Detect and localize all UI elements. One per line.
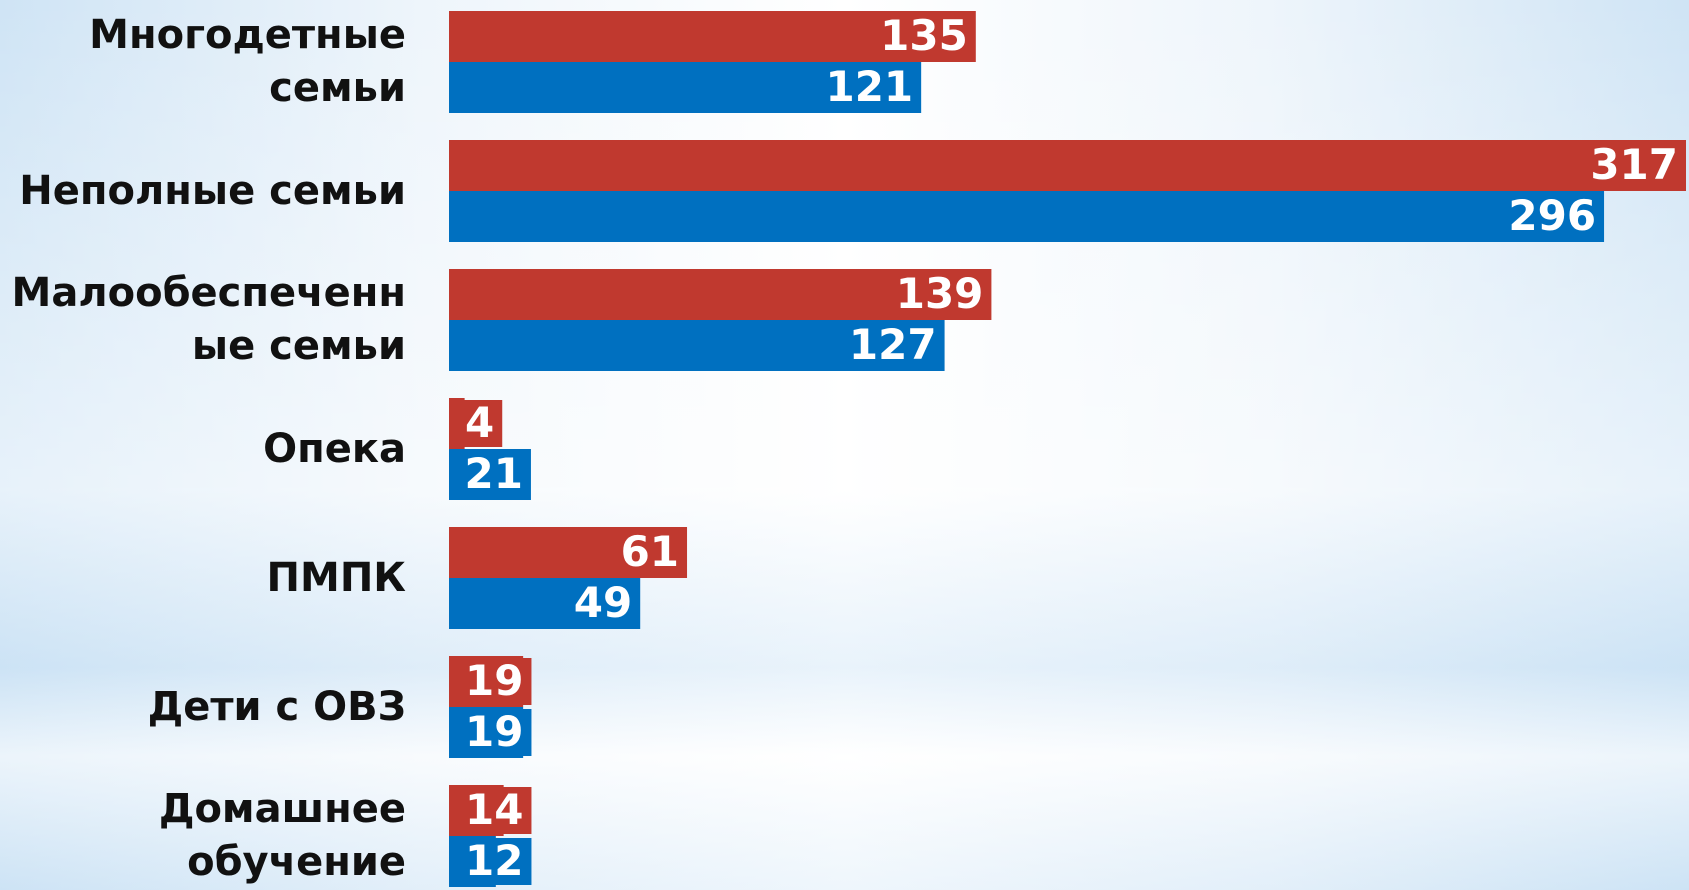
value-label: 135 — [880, 11, 968, 60]
category-label: ПМПК — [266, 554, 406, 601]
value-label-background — [453, 658, 532, 705]
bar — [449, 62, 922, 113]
value-label-background — [453, 787, 532, 834]
value-label: 21 — [464, 449, 522, 498]
bar — [449, 269, 992, 320]
bar — [449, 449, 531, 500]
value-label-background — [453, 709, 532, 756]
category-label: Неполные семьи — [19, 167, 406, 214]
value-label: 127 — [849, 320, 937, 369]
category-label: Многодетные семьи — [89, 12, 406, 111]
bar — [449, 140, 1686, 191]
value-label: 296 — [1508, 191, 1596, 240]
bar — [449, 320, 945, 371]
category-label: Дети с ОВЗ — [147, 683, 406, 730]
category-label: Малообеспеченн ые семьи — [11, 270, 406, 369]
value-label: 61 — [621, 527, 679, 576]
bar — [449, 527, 688, 578]
value-label: 121 — [825, 62, 913, 111]
value-label: 19 — [465, 656, 523, 705]
value-label-background — [453, 400, 503, 447]
category-label: Домашнее обучение — [158, 786, 406, 885]
value-label-background — [453, 838, 532, 885]
value-label: 14 — [465, 785, 523, 834]
bar — [449, 191, 1605, 242]
value-label: 49 — [574, 578, 632, 627]
bar — [449, 578, 641, 629]
category-label: Опека — [263, 425, 406, 472]
value-label: 139 — [896, 269, 984, 318]
value-label: 317 — [1590, 140, 1678, 189]
value-label: 4 — [465, 398, 494, 447]
value-label: 19 — [465, 707, 523, 756]
value-label: 12 — [465, 836, 523, 885]
bar — [449, 11, 976, 62]
